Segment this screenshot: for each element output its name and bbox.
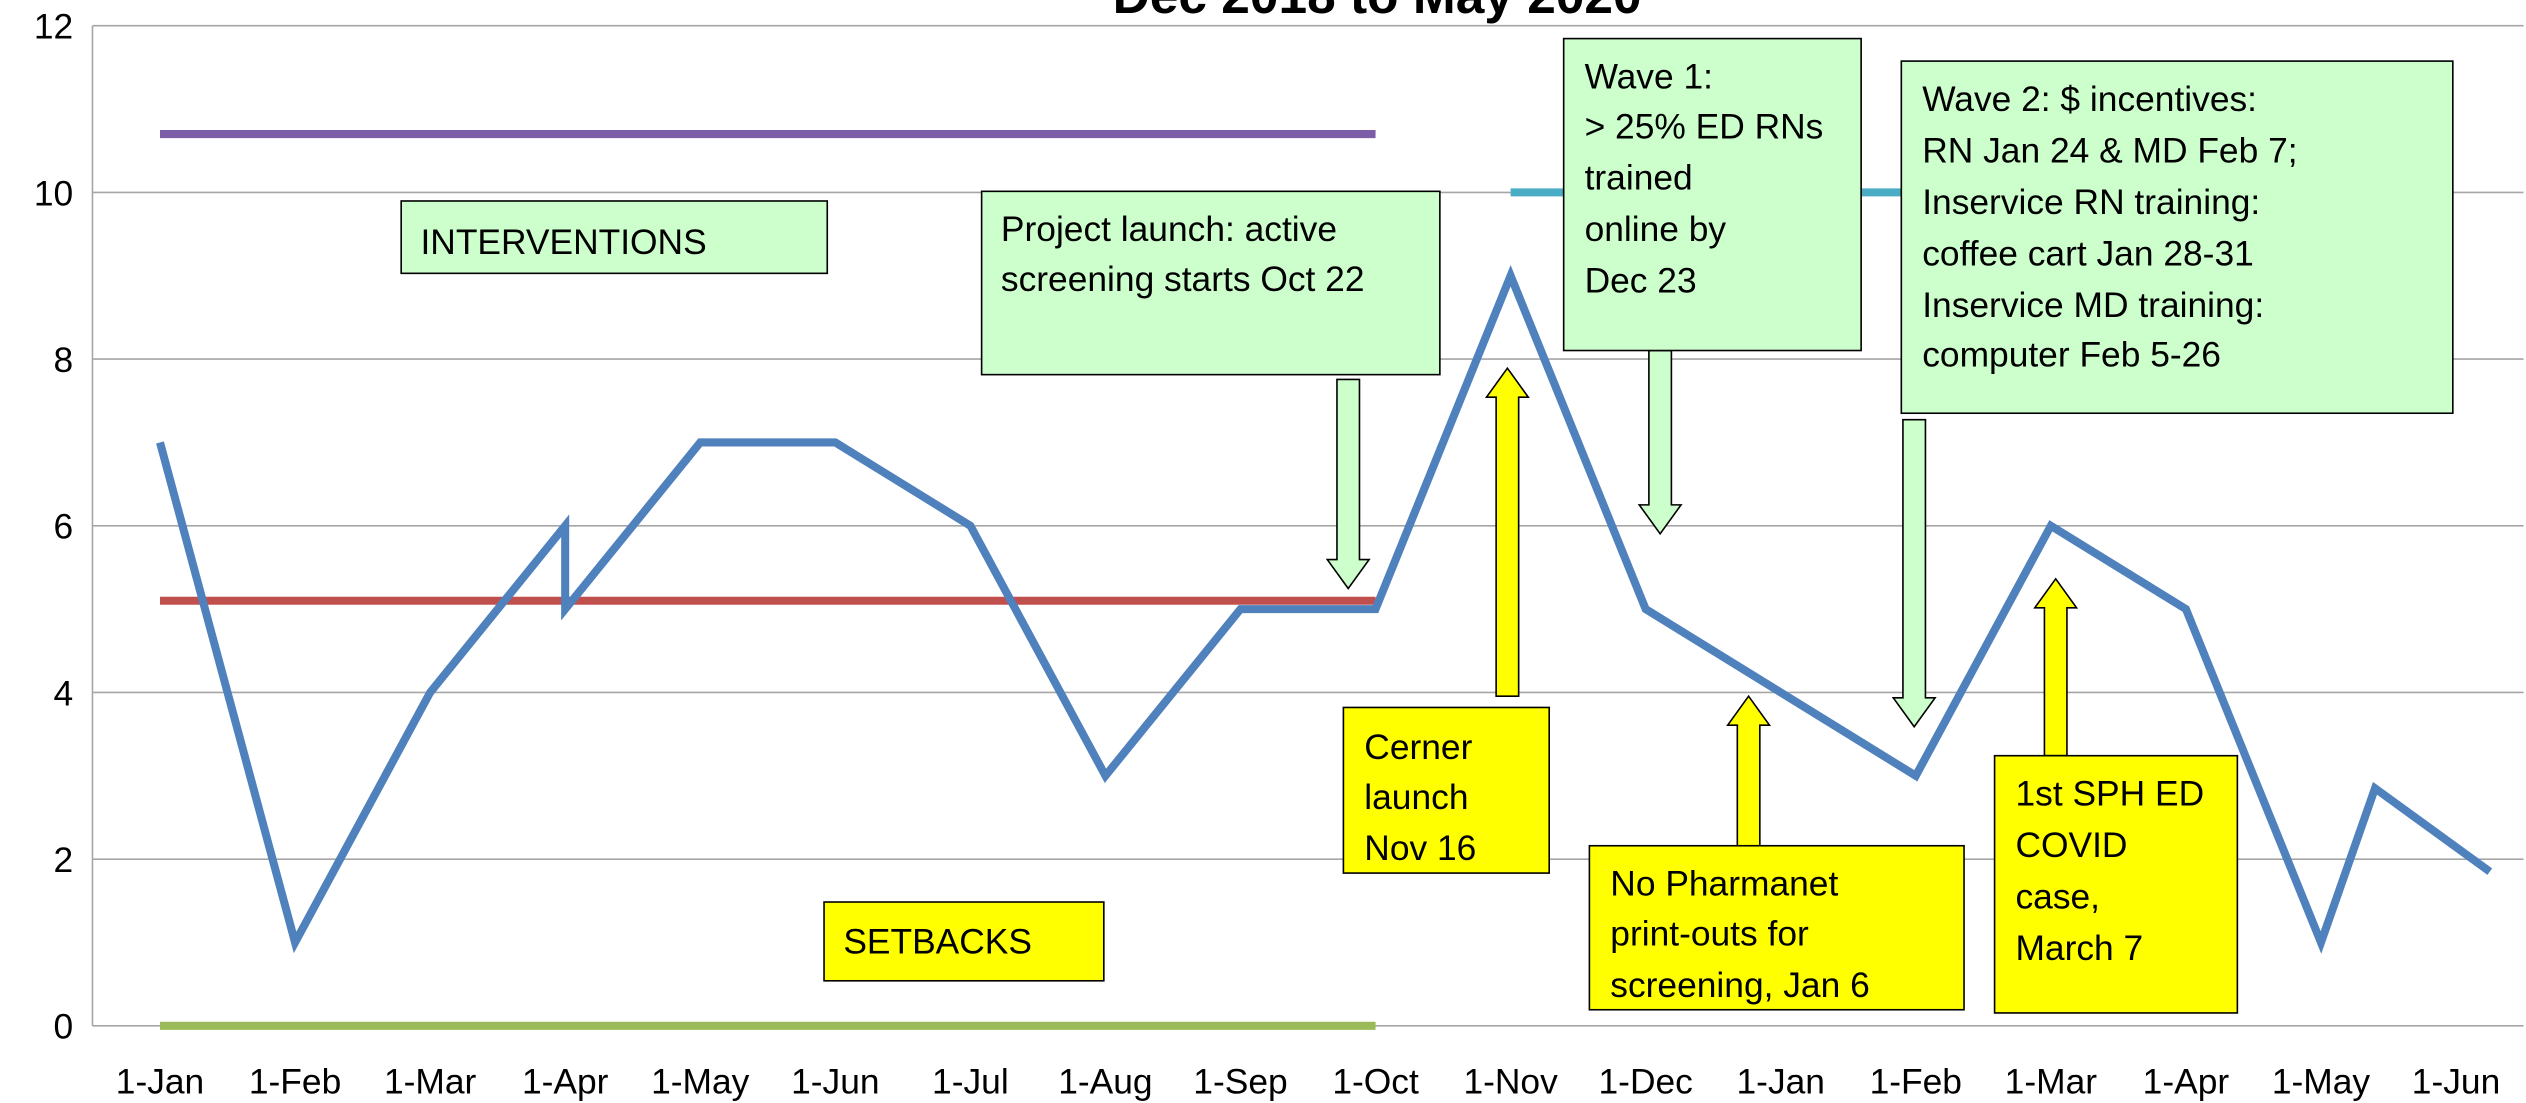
annotation-box [400,200,829,275]
chart-title: Dec 2018 to May 2020 [1113,0,1642,24]
annotation-box [980,190,1441,376]
annotation-text: case, [2015,877,2100,916]
annotation-text: screening, Jan 6 [1610,966,1869,1005]
annotation-text: Inservice RN training: [1922,183,2260,222]
x-tick-label: 1-Aug [1058,1062,1152,1101]
annotation-text: trained [1585,159,1693,198]
annotation-box [1588,844,1965,1011]
annotation-text: Inservice MD training: [1922,286,2264,325]
x-tick-label: 1-Sep [1193,1062,1287,1101]
annotation-box [823,901,1105,982]
x-tick-label: 1-Feb [249,1062,341,1101]
arrow [2033,577,2079,757]
annotation-text: launch [1364,778,1468,817]
annotation-text: Wave 2: $ incentives: [1922,80,2257,119]
arrow [1637,349,1683,536]
annotation-box [1562,37,1862,352]
annotation-text: Wave 1: [1585,57,1713,96]
annotation-box [1993,754,2239,1014]
x-tick-label: 1-Feb [1870,1062,1962,1101]
annotation-text: Cerner [1364,728,1472,767]
annotation-text: COVID [2015,826,2127,865]
x-tick-label: 1-Jan [116,1062,204,1101]
y-tick-label: 4 [54,674,74,713]
y-tick-label: 2 [54,841,74,880]
annotation-text: SETBACKS [843,922,1032,961]
annotation-text: coffee cart Jan 28-31 [1922,234,2254,273]
x-tick-label: 1-May [2272,1062,2371,1101]
annotation-text: online by [1585,210,1727,249]
x-tick-label: 1-Dec [1599,1062,1693,1101]
annotation-text: > 25% ED RNs [1585,107,1824,146]
annotation-box [1900,60,2454,415]
x-tick-label: 1-Nov [1463,1062,1558,1101]
arrow [1726,694,1772,853]
annotation-text: computer Feb 5-26 [1922,336,2221,375]
y-tick-label: 6 [54,508,74,547]
x-tick-label: 1-Jun [791,1062,879,1101]
x-tick-label: 1-Jan [1737,1062,1825,1101]
y-tick-label: 12 [34,8,73,47]
arrow [1484,366,1530,698]
x-tick-label: 1-Oct [1332,1062,1419,1101]
annotation-text: Project launch: active [1001,210,1337,249]
arrow [1325,378,1371,590]
x-tick-label: 1-Apr [522,1062,609,1101]
annotation-text: No Pharmanet [1610,865,1838,904]
annotation-text: Nov 16 [1364,829,1476,868]
annotation-text: 1st SPH ED [2015,775,2204,814]
x-tick-label: 1-May [651,1062,750,1101]
x-tick-label: 1-Apr [2143,1062,2230,1101]
x-tick-label: 1-Jun [2412,1062,2500,1101]
x-tick-label: 1-Mar [2005,1062,2098,1101]
y-tick-label: 0 [54,1008,74,1047]
data-line [156,265,2493,954]
annotation-text: RN Jan 24 & MD Feb 7; [1922,131,2297,170]
annotation-text: March 7 [2015,929,2143,968]
annotation-text: print-outs for [1610,914,1809,953]
x-tick-label: 1-Mar [384,1062,477,1101]
annotation-text: INTERVENTIONS [420,223,706,262]
y-tick-label: 8 [54,341,74,380]
annotation-text: Dec 23 [1585,262,1697,301]
arrow [1891,418,1937,729]
annotation-text: screening starts Oct 22 [1001,260,1365,299]
annotation-box [1342,706,1551,874]
y-tick-label: 10 [34,174,73,213]
x-tick-label: 1-Jul [932,1062,1009,1101]
